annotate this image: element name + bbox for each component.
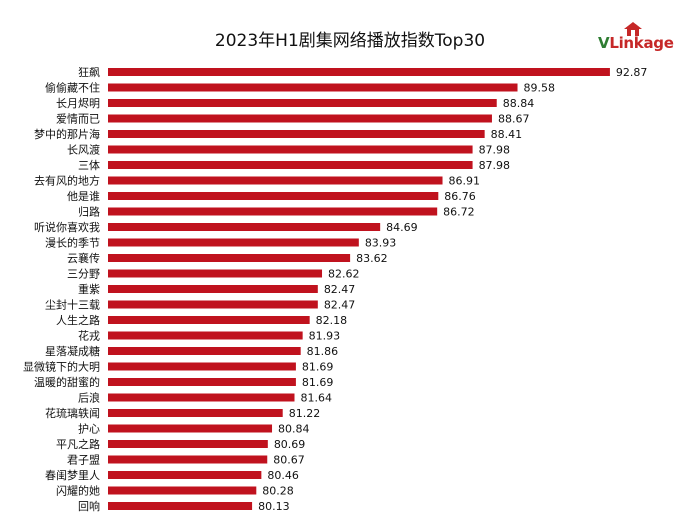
bar (108, 238, 359, 247)
bar (108, 285, 318, 293)
value-label: 81.93 (309, 330, 341, 343)
category-label: 重紫 (78, 282, 100, 296)
category-label: 尘封十三载 (45, 298, 100, 312)
bar (108, 362, 296, 371)
category-label: 爱情而已 (56, 113, 100, 126)
category-label: 星落凝成糖 (45, 344, 100, 358)
value-label: 80.13 (258, 500, 290, 513)
bar (108, 300, 318, 309)
category-label: 归路 (78, 205, 100, 219)
value-label: 81.69 (302, 361, 334, 374)
bar (108, 223, 381, 231)
value-label: 81.64 (301, 392, 333, 405)
category-label: 长风渡 (67, 143, 100, 157)
house-icon (624, 22, 642, 36)
category-label: 花戎 (78, 330, 100, 343)
bar (108, 145, 473, 154)
value-label: 80.28 (262, 485, 294, 498)
bar (108, 486, 257, 495)
value-label: 82.47 (324, 283, 356, 296)
category-label: 花琉璃轶闻 (45, 406, 100, 420)
value-label: 89.58 (524, 82, 556, 95)
value-label: 80.84 (278, 423, 310, 436)
value-label: 87.98 (479, 159, 511, 172)
vlinkage-logo: VLinkage (598, 22, 698, 54)
category-label: 三体 (78, 158, 100, 172)
value-label: 92.87 (616, 66, 648, 79)
bar (108, 347, 301, 355)
category-label: 平凡之路 (56, 437, 100, 451)
category-label: 他是谁 (67, 190, 100, 203)
category-label: 漫长的季节 (45, 236, 100, 250)
bar (108, 455, 268, 464)
value-label: 82.47 (324, 299, 356, 312)
value-label: 80.69 (274, 438, 306, 451)
bar (108, 161, 473, 169)
category-label: 后浪 (78, 391, 100, 405)
bars-layer: 狂飙 92.87 偷偷藏不住 89.58 长月烬明 88.84 爱情而已 88.67 梦中的那片… (23, 65, 647, 516)
value-label: 86.76 (444, 190, 476, 203)
bar (108, 424, 273, 433)
bar (108, 409, 283, 417)
bar (108, 471, 262, 479)
bar (108, 83, 518, 92)
bar (108, 502, 253, 510)
category-label: 狂飙 (78, 65, 100, 79)
category-label: 长月烬明 (56, 97, 100, 110)
value-label: 86.91 (449, 175, 481, 188)
bar (108, 176, 443, 185)
value-label: 88.41 (491, 128, 523, 141)
chart-title: 2023年H1剧集网络播放指数Top30 (214, 31, 486, 51)
bar (108, 440, 268, 448)
value-label: 81.69 (302, 376, 334, 389)
value-label: 81.86 (307, 345, 339, 358)
bar (108, 316, 310, 324)
value-label: 83.93 (365, 237, 397, 250)
category-label: 春闺梦里人 (45, 468, 100, 482)
bar (108, 254, 351, 262)
logo-letter-v: V (598, 34, 610, 52)
bar (108, 378, 296, 386)
category-label: 护心 (78, 422, 100, 436)
value-label: 81.22 (289, 407, 321, 420)
value-label: 82.62 (328, 268, 360, 281)
category-label: 三分野 (67, 268, 100, 281)
category-label: 闪耀的她 (56, 484, 100, 498)
value-label: 88.67 (498, 113, 530, 126)
category-label: 君子盟 (67, 454, 100, 467)
category-label: 回响 (78, 500, 100, 513)
category-label: 云襄传 (67, 251, 100, 265)
value-label: 80.46 (267, 469, 299, 482)
bar (108, 393, 295, 402)
category-label: 人生之路 (56, 313, 100, 327)
bar (108, 207, 438, 216)
category-label: 显微镜下的大明 (23, 360, 100, 374)
category-label: 温暖的甜蜜的 (34, 375, 100, 389)
category-label: 偷偷藏不住 (45, 81, 100, 95)
bar (108, 331, 303, 340)
bar (108, 269, 323, 278)
category-label: 梦中的那片海 (34, 127, 100, 141)
bar (108, 114, 492, 123)
value-label: 80.67 (273, 454, 305, 467)
logo-word: Linkage (609, 34, 674, 52)
value-label: 87.98 (479, 144, 511, 157)
category-label: 听说你喜欢我 (34, 220, 100, 234)
bar (108, 68, 610, 76)
value-label: 86.72 (443, 206, 475, 219)
category-label: 去有风的地方 (34, 174, 100, 188)
value-label: 84.69 (386, 221, 418, 234)
bar (108, 130, 485, 138)
bar (108, 192, 439, 200)
value-label: 83.62 (356, 252, 388, 265)
value-label: 88.84 (503, 97, 535, 110)
bar (108, 99, 497, 107)
value-label: 82.18 (316, 314, 348, 327)
